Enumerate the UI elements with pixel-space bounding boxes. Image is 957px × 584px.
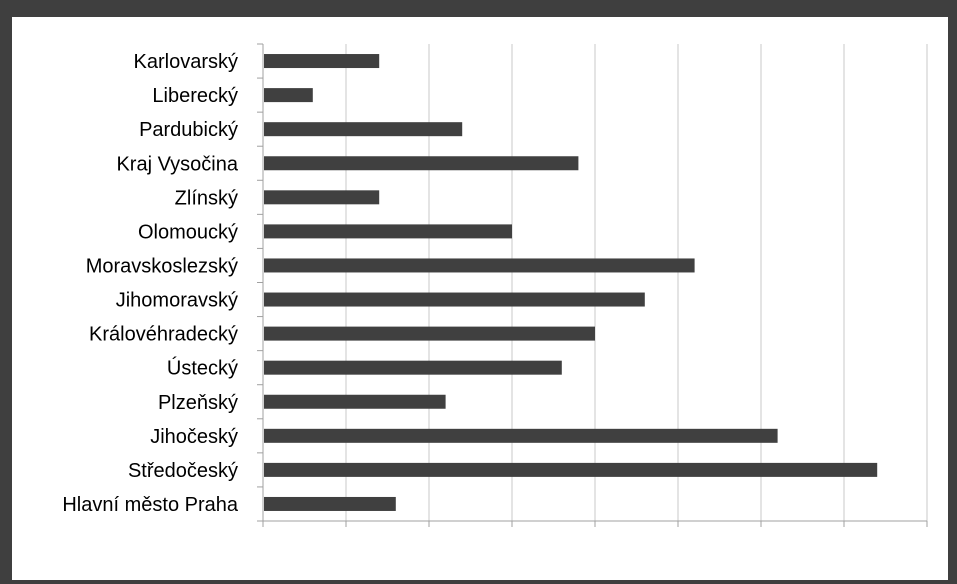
x-tick-label-40: 40 (916, 549, 938, 571)
x-axis-labels: 0 5 10 15 20 25 30 35 40 (257, 549, 938, 571)
x-tick-label-30: 30 (750, 549, 772, 571)
y-tick-label: Pardubický (139, 119, 238, 141)
bar-moravskoslezský (264, 258, 695, 273)
bar-královéhradecký (264, 326, 595, 341)
y-tick-label: Jihočeský (150, 426, 238, 448)
x-tick-label-0: 0 (257, 549, 268, 571)
bar-olomoucký (264, 224, 512, 239)
bar-hlavní-město-praha (264, 496, 396, 511)
y-tick-label: Královéhradecký (89, 324, 238, 346)
x-tick-label-10: 10 (418, 549, 440, 571)
x-tick-label-35: 35 (833, 549, 855, 571)
bar-plzeňský (264, 394, 446, 409)
bar-liberecký (264, 88, 313, 103)
y-tick-label: Plzeňský (158, 392, 238, 414)
y-tick-label: Zlínský (175, 187, 238, 209)
x-tick-label-25: 25 (667, 549, 689, 571)
x-tick-label-5: 5 (340, 549, 351, 571)
y-tick-label: Karlovarský (134, 51, 238, 73)
bar-zlínský (264, 190, 380, 205)
x-tick-label-20: 20 (584, 549, 606, 571)
bar-kraj-vysočina (264, 156, 579, 171)
bar-jihočeský (264, 428, 778, 443)
y-tick-label: Středočeský (128, 460, 238, 482)
y-tick-label: Jihomoravský (116, 290, 238, 312)
y-tick-label: Hlavní město Praha (62, 494, 239, 516)
bar-pardubický (264, 122, 463, 137)
bar-ústecký (264, 360, 562, 375)
y-axis-labels: Hlavní město Praha Středočeský Jihočeský Pl… (62, 51, 239, 516)
y-tick-label: Olomoucký (138, 221, 238, 243)
bar-středočeský (264, 462, 878, 477)
y-tick-label: Moravskoslezský (86, 255, 238, 277)
axes (257, 43, 928, 527)
y-tick-label: Kraj Vysočina (116, 153, 238, 175)
bar-karlovarský (264, 54, 380, 69)
bars (264, 54, 878, 511)
y-tick-label: Liberecký (152, 85, 238, 107)
gridlines (345, 44, 928, 521)
bar-jihomoravský (264, 292, 645, 307)
y-tick-label: Ústecký (167, 357, 238, 380)
x-tick-label-15: 15 (501, 549, 523, 571)
